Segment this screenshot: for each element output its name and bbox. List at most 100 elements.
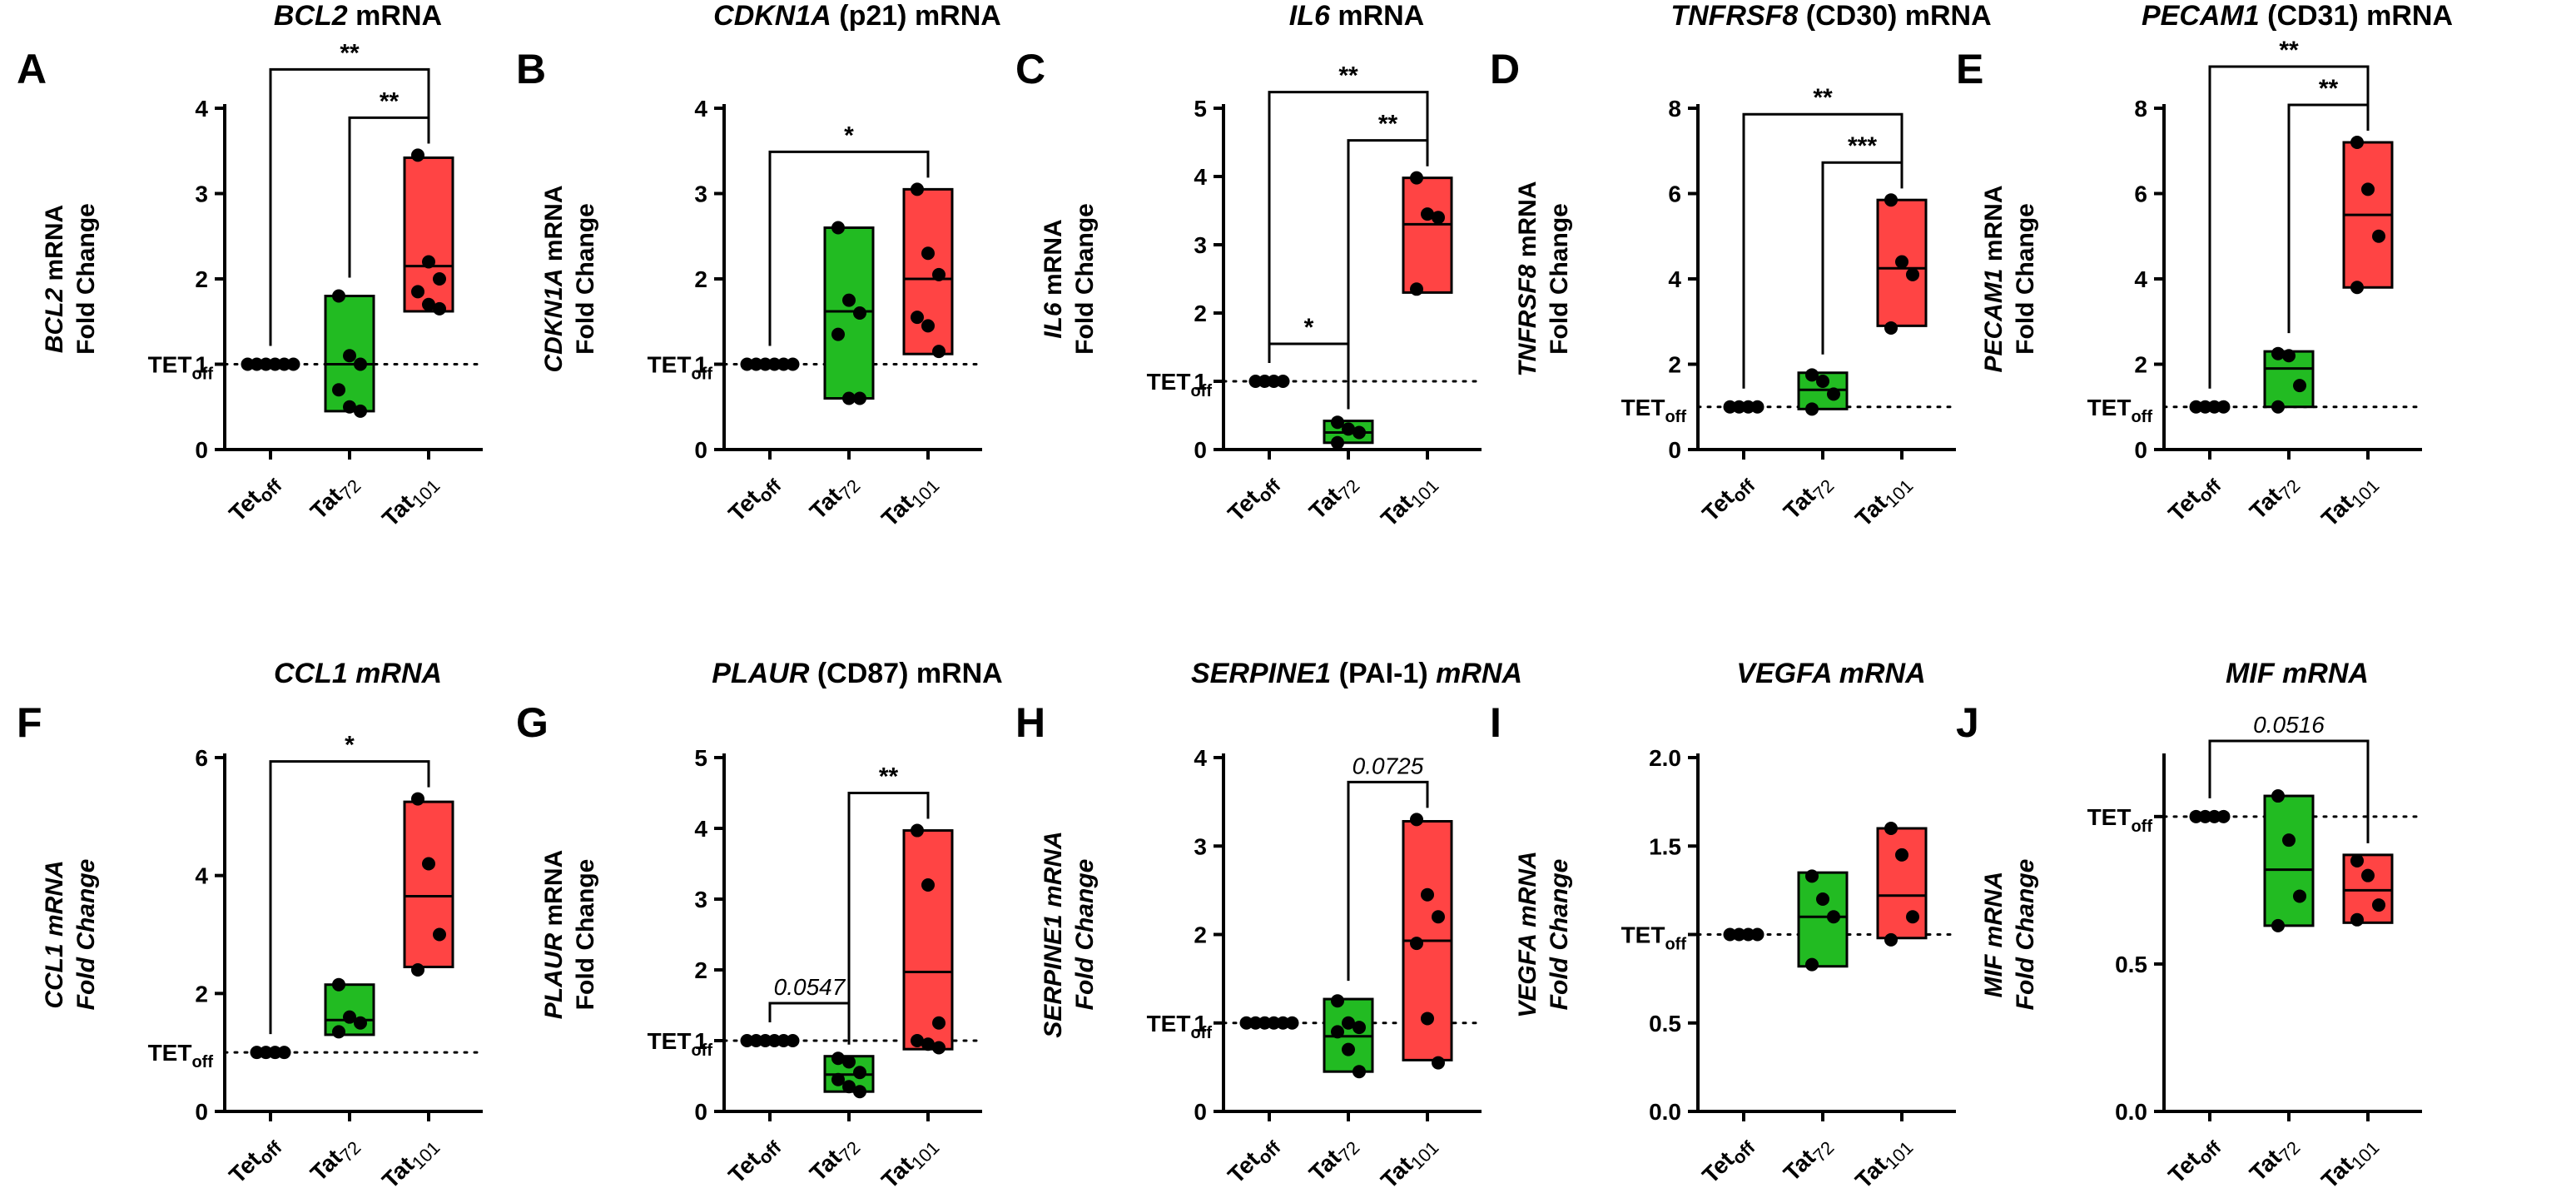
data-point	[343, 400, 356, 414]
data-point	[332, 383, 345, 397]
y-tick-label: 3	[195, 181, 208, 207]
y-tick-label: 0	[1668, 437, 1681, 463]
data-point	[1884, 193, 1898, 207]
data-point	[1432, 1056, 1445, 1070]
y-tick-label: 0	[195, 437, 208, 463]
significance-label: **	[2279, 37, 2299, 64]
data-point	[932, 1016, 946, 1030]
data-point	[2293, 379, 2306, 393]
y-axis-label: PLAUR mRNA	[540, 850, 568, 1019]
data-point	[1248, 375, 1263, 388]
x-tick-label: Tat101	[1850, 1130, 1917, 1196]
data-point	[2293, 889, 2306, 903]
chart-title: SERPINE1 (PAI-1) mRNA	[1191, 658, 1522, 689]
data-point	[842, 293, 856, 307]
data-point	[853, 306, 866, 320]
data-point	[786, 1034, 800, 1047]
significance-label: ***	[1848, 132, 1877, 160]
y-axis-label: Fold Change	[2012, 203, 2039, 355]
reference-label: TEToff	[648, 1028, 713, 1060]
y-tick-label: 0	[1194, 437, 1207, 463]
data-point	[853, 1066, 866, 1080]
data-point	[1906, 910, 1919, 924]
y-tick-label: 6	[195, 745, 208, 771]
data-point	[2189, 809, 2203, 823]
chart-title: IL6 mRNA	[1289, 0, 1424, 32]
data-point	[911, 823, 924, 838]
x-tick-label: Tetoff	[723, 1130, 786, 1192]
data-point	[1331, 415, 1344, 430]
data-point	[2271, 400, 2285, 414]
data-point	[1239, 1016, 1253, 1030]
y-axis-label: Fold Change	[572, 203, 599, 355]
data-point	[277, 1046, 291, 1060]
y-tick-label: 2	[1668, 352, 1681, 378]
data-point	[921, 319, 935, 333]
data-point	[911, 311, 924, 325]
y-tick-label: 0	[195, 1099, 208, 1125]
x-tick-label: Tetoff	[2163, 468, 2226, 530]
x-tick-label: Tetoff	[1223, 1130, 1285, 1192]
x-tick-label: Tat72	[305, 1130, 365, 1190]
data-point	[842, 1055, 856, 1069]
data-point	[2189, 400, 2203, 414]
data-point	[2350, 912, 2364, 927]
y-axis-label: BCL2 mRNA	[41, 205, 68, 353]
data-point	[749, 357, 763, 371]
y-tick-label: 2	[195, 266, 208, 292]
y-tick-label: 4	[1668, 266, 1681, 292]
y-axis-label: PECAM1 mRNA	[1980, 185, 2008, 372]
y-axis-label: CCL1 mRNA	[41, 860, 68, 1008]
data-point	[1410, 282, 1423, 296]
data-point	[911, 1034, 924, 1047]
y-tick-label: 4	[195, 863, 208, 889]
data-point	[786, 357, 800, 371]
data-point	[433, 272, 446, 286]
y-tick-label: 1	[694, 1028, 707, 1054]
data-point	[411, 148, 424, 162]
data-box	[403, 156, 454, 313]
y-tick-label: 6	[1668, 181, 1681, 207]
data-point	[1723, 927, 1737, 942]
y-tick-label: 4	[1194, 164, 1207, 190]
data-point	[1732, 927, 1746, 942]
chart-title: TNFRSF8 (CD30) mRNA	[1670, 0, 1991, 32]
data-point	[1816, 375, 1829, 388]
y-axis-label: VEGFA mRNA	[1514, 851, 1541, 1018]
data-point	[2216, 809, 2231, 823]
y-axis-label: Fold Change	[1546, 203, 1573, 355]
data-point	[1827, 387, 1840, 401]
x-tick-label: Tat101	[377, 1130, 444, 1196]
data-point	[422, 297, 435, 311]
significance-label: 0.0547	[774, 974, 846, 1000]
data-point	[758, 1034, 772, 1047]
panel-letter: I	[1490, 699, 1501, 746]
data-point	[343, 1010, 356, 1024]
x-tick-label: Tat101	[377, 468, 444, 534]
data-point	[1741, 400, 1755, 414]
y-axis-label: Fold Change	[1071, 203, 1099, 355]
data-point	[2198, 400, 2212, 414]
significance-bracket	[2208, 65, 2370, 389]
y-tick-label: 5	[694, 745, 707, 771]
y-tick-label: 2.0	[1649, 745, 1681, 771]
data-point	[2350, 281, 2364, 295]
y-tick-label: 0	[1194, 1099, 1207, 1125]
chart-title: CDKN1A (p21) mRNA	[713, 0, 1001, 32]
significance-label: **	[340, 39, 360, 67]
data-point	[932, 345, 946, 359]
y-tick-label: 0.0	[1649, 1099, 1681, 1125]
data-point	[250, 357, 264, 371]
data-point	[1723, 400, 1737, 414]
y-tick-label: 3	[694, 887, 707, 912]
data-box	[1876, 827, 1928, 940]
x-tick-label: Tat72	[2245, 468, 2305, 528]
data-point	[2282, 833, 2296, 848]
data-point	[1248, 1016, 1263, 1030]
data-point	[740, 357, 754, 371]
data-point	[1884, 822, 1898, 835]
data-point	[1342, 1042, 1355, 1056]
data-box	[2263, 794, 2315, 927]
